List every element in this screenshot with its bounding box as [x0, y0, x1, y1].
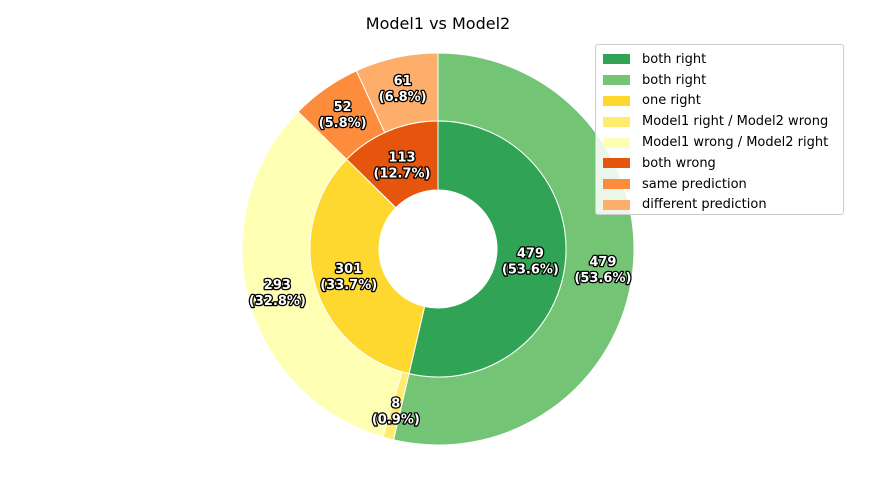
slice-labels: 479 (53.6%) 8 (0.9%) 293 (32.8%) 52 (5.8%) 61 (6.…: [248, 73, 633, 429]
inner-slice-one-right: [309, 158, 426, 375]
outer-label-same-prediction: 52 (5.8%): [319, 100, 367, 131]
inner-slice-both-wrong: [345, 120, 439, 209]
legend-item: both right: [603, 49, 843, 70]
legend-swatch: [603, 75, 630, 86]
legend-swatch: [603, 158, 630, 169]
outer-label-different-prediction: 61 (6.8%): [379, 74, 427, 105]
outer-label-model1-wrong-model2-right: 293 (32.8%): [249, 278, 306, 309]
legend-swatch: [603, 95, 630, 106]
legend-label: one right: [642, 93, 701, 109]
legend-item: same prediction: [603, 174, 843, 195]
legend-item: different prediction: [603, 195, 843, 216]
legend-swatch: [603, 54, 630, 65]
outer-label-model1-right-model2-wrong: 8 (0.9%): [372, 397, 420, 428]
legend-item: both wrong: [603, 153, 843, 174]
legend-label: both right: [642, 51, 707, 67]
legend: both right both right one right Model1 righ…: [595, 44, 844, 215]
chart-title: Model1 vs Model2: [366, 14, 510, 33]
inner-label-both-right: 479 (53.6%): [502, 247, 559, 278]
inner-slice-both-right: [408, 120, 567, 378]
outer-label-both-right: 479 (53.6%): [574, 255, 631, 286]
legend-label: both wrong: [642, 155, 716, 171]
inner-label-both-wrong: 113 (12.7%): [374, 150, 431, 181]
legend-label: Model1 right / Model2 wrong: [642, 114, 829, 130]
legend-item: one right: [603, 91, 843, 112]
legend-label: same prediction: [642, 176, 747, 192]
legend-swatch: [603, 179, 630, 190]
legend-item: Model1 wrong / Model2 right: [603, 132, 843, 153]
legend-swatch: [603, 116, 630, 127]
legend-swatch: [603, 199, 630, 210]
inner-ring: [309, 120, 567, 378]
inner-label-one-right: 301 (33.7%): [320, 262, 377, 293]
legend-swatch: [603, 137, 630, 148]
legend-label: Model1 wrong / Model2 right: [642, 135, 829, 151]
outer-ring: [241, 52, 635, 446]
legend-label: different prediction: [642, 197, 767, 213]
legend-item: both right: [603, 70, 843, 91]
legend-item: Model1 right / Model2 wrong: [603, 111, 843, 132]
legend-label: both right: [642, 72, 707, 88]
